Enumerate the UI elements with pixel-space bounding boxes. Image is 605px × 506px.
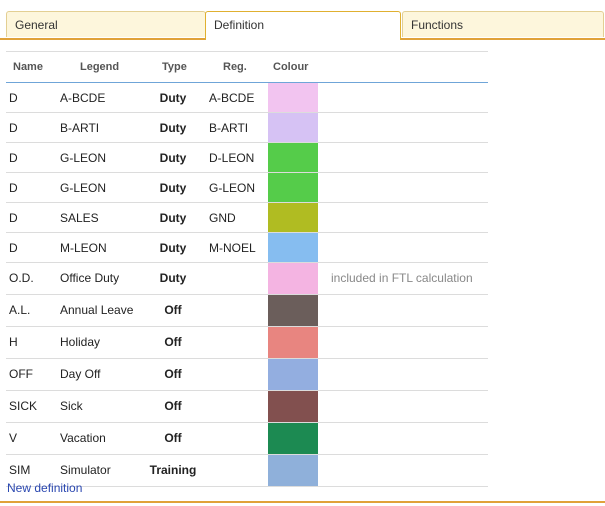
- colour-swatch[interactable]: [268, 391, 318, 422]
- colour-swatch[interactable]: [268, 203, 318, 232]
- table-row[interactable]: V Vacation Off: [6, 423, 488, 455]
- row-name: D: [9, 121, 18, 135]
- colour-swatch[interactable]: [268, 455, 318, 486]
- row-type: Off: [164, 303, 182, 317]
- row-type: Off: [164, 431, 182, 445]
- table-row[interactable]: D G-LEON Duty G-LEON: [6, 173, 488, 203]
- row-legend: Office Duty: [60, 271, 120, 285]
- row-name: D: [9, 91, 18, 105]
- table-row[interactable]: A.L. Annual Leave Off: [6, 295, 488, 327]
- row-legend: Holiday: [60, 335, 101, 349]
- colour-swatch[interactable]: [268, 327, 318, 358]
- table-body: D A-BCDE Duty A-BCDE D B-ARTI Duty B-ARTI D G-LEO…: [6, 83, 488, 487]
- colour-swatch[interactable]: [268, 263, 318, 294]
- new-definition-link[interactable]: New definition: [7, 481, 83, 495]
- row-legend: G-LEON: [60, 151, 107, 165]
- table-row[interactable]: D M-LEON Duty M-NOEL: [6, 233, 488, 263]
- definition-table: Name Legend Type Reg. Colour D A-BCDE Duty…: [6, 51, 488, 487]
- row-legend: Simulator: [60, 463, 111, 477]
- row-name: A.L.: [9, 303, 31, 317]
- header-reg: Reg.: [223, 61, 247, 73]
- colour-swatch[interactable]: [268, 423, 318, 454]
- table-row[interactable]: H Holiday Off: [6, 327, 488, 359]
- row-type: Off: [164, 399, 182, 413]
- row-type: Off: [164, 335, 182, 349]
- row-type: Duty: [159, 211, 187, 225]
- row-type: Off: [164, 367, 182, 381]
- row-name: D: [9, 241, 18, 255]
- row-name: OFF: [9, 367, 33, 381]
- row-reg: B-ARTI: [209, 121, 249, 135]
- row-type: Duty: [159, 181, 187, 195]
- colour-swatch[interactable]: [268, 173, 318, 202]
- table-row[interactable]: OFF Day Off Off: [6, 359, 488, 391]
- row-legend: G-LEON: [60, 181, 107, 195]
- table-row[interactable]: SIM Simulator Training: [6, 455, 488, 487]
- tab-label: Definition: [214, 18, 265, 32]
- row-type: Duty: [159, 241, 187, 255]
- header-name: Name: [13, 61, 43, 73]
- row-legend: Vacation: [60, 431, 106, 445]
- row-name: D: [9, 181, 18, 195]
- row-note: included in FTL calculation: [331, 271, 473, 285]
- row-name: SICK: [9, 399, 38, 413]
- row-legend: A-BCDE: [60, 91, 106, 105]
- table-row[interactable]: D A-BCDE Duty A-BCDE: [6, 83, 488, 113]
- colour-swatch[interactable]: [268, 83, 318, 112]
- bottom-divider: [0, 501, 605, 503]
- table-row[interactable]: D B-ARTI Duty B-ARTI: [6, 113, 488, 143]
- row-type: Training: [149, 463, 197, 477]
- colour-swatch[interactable]: [268, 295, 318, 326]
- tab-bar: General Definition Functions: [0, 0, 605, 40]
- tab-definition[interactable]: Definition: [205, 11, 401, 40]
- row-legend: M-LEON: [60, 241, 107, 255]
- row-legend: SALES: [60, 211, 99, 225]
- row-name: D: [9, 211, 18, 225]
- row-name: V: [9, 431, 18, 445]
- colour-swatch[interactable]: [268, 359, 318, 390]
- table-row[interactable]: D SALES Duty GND: [6, 203, 488, 233]
- row-name: SIM: [9, 463, 31, 477]
- row-type: Duty: [159, 121, 187, 135]
- colour-swatch[interactable]: [268, 233, 318, 262]
- row-type: Duty: [159, 91, 187, 105]
- row-reg: M-NOEL: [209, 241, 256, 255]
- row-legend: Sick: [60, 399, 83, 413]
- header-legend: Legend: [80, 61, 120, 73]
- row-reg: GND: [209, 211, 236, 225]
- table-row[interactable]: D G-LEON Duty D-LEON: [6, 143, 488, 173]
- tab-label: General: [15, 18, 58, 32]
- row-legend: Annual Leave: [60, 303, 134, 317]
- row-type: Duty: [159, 151, 187, 165]
- colour-swatch[interactable]: [268, 113, 318, 142]
- header-type: Type: [162, 61, 187, 73]
- row-reg: G-LEON: [209, 181, 256, 195]
- tab-functions[interactable]: Functions: [402, 11, 604, 37]
- row-reg: A-BCDE: [209, 91, 255, 105]
- row-name: O.D.: [9, 271, 34, 285]
- row-name: D: [9, 151, 18, 165]
- colour-swatch[interactable]: [268, 143, 318, 172]
- table-row[interactable]: O.D. Office Duty Duty included in FTL calcu…: [6, 263, 488, 295]
- tab-label: Functions: [411, 18, 464, 32]
- row-name: H: [9, 335, 18, 349]
- row-reg: D-LEON: [209, 151, 255, 165]
- row-legend: Day Off: [60, 367, 101, 381]
- table-row[interactable]: SICK Sick Off: [6, 391, 488, 423]
- tab-general[interactable]: General: [6, 11, 206, 37]
- row-legend: B-ARTI: [60, 121, 100, 135]
- table-header: Name Legend Type Reg. Colour: [6, 51, 488, 83]
- row-type: Duty: [159, 271, 187, 285]
- header-colour: Colour: [273, 61, 309, 73]
